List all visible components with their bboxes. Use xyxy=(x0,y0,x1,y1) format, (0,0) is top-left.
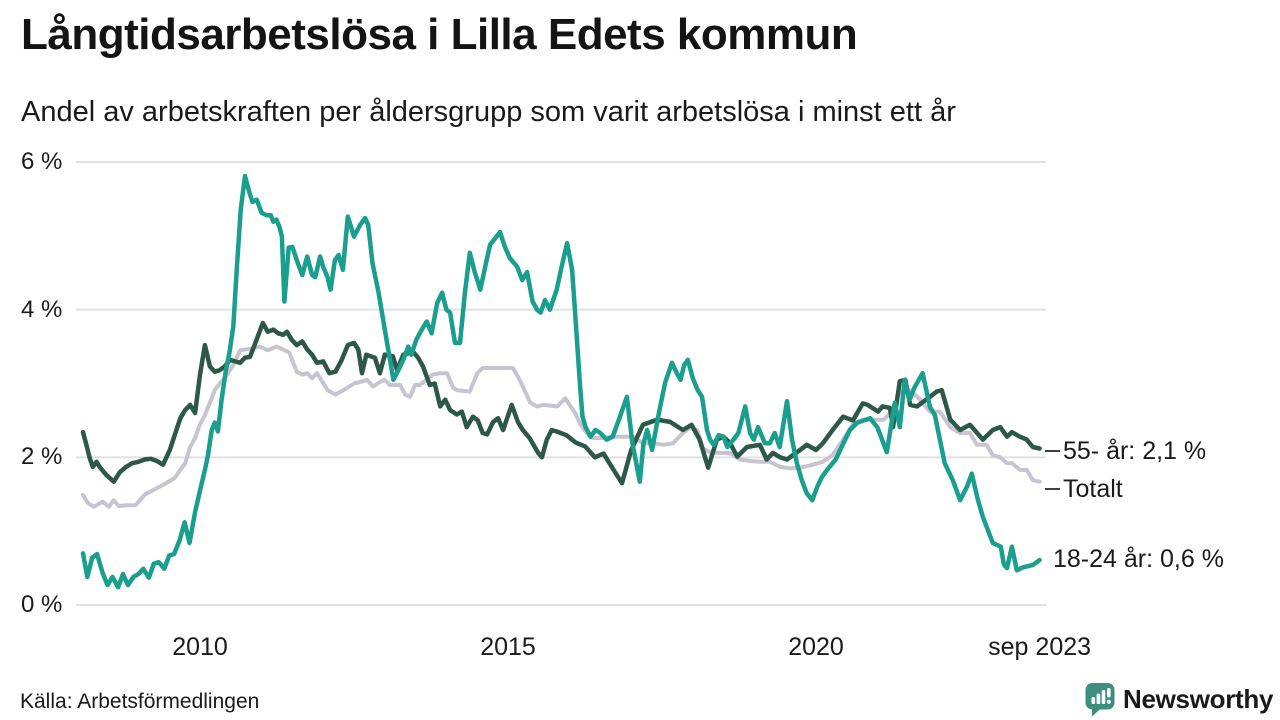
series-line-55-r xyxy=(80,320,1042,486)
annotation-18-24: 18-24 år: 0,6 % xyxy=(1053,543,1224,575)
leader-dash-icon xyxy=(1045,488,1060,490)
y-tick-label: 2 % xyxy=(21,443,63,471)
annotation-55-plus-label: 55- år: 2,1 % xyxy=(1063,436,1207,465)
newsworthy-logo-text: Newsworthy xyxy=(1123,684,1274,714)
x-tick-label: 2015 xyxy=(480,633,536,661)
source-caption: Källa: Arbetsförmedlingen xyxy=(20,690,260,713)
annotation-18-24-label: 18-24 år: 0,6 % xyxy=(1053,544,1224,573)
leader-dash-icon xyxy=(1045,450,1060,452)
annotation-totalt-label: Totalt xyxy=(1063,474,1123,503)
x-tick-label: 2010 xyxy=(172,633,228,661)
page-title: Långtidsarbetslösa i Lilla Edets kommun xyxy=(21,10,858,59)
newsworthy-logo-icon xyxy=(1085,683,1115,717)
y-tick-label: 6 % xyxy=(21,148,63,175)
chart-subtitle: Andel av arbetskraften per åldersgrupp s… xyxy=(21,96,956,128)
annotation-totalt: Totalt xyxy=(1045,473,1123,505)
annotation-55-plus: 55- år: 2,1 % xyxy=(1045,435,1206,467)
exclamation-icon xyxy=(1107,688,1111,698)
bar-chart-icon xyxy=(1091,697,1096,704)
y-tick-label: 0 % xyxy=(21,591,63,618)
series-line-18-24-r xyxy=(80,173,1042,590)
x-tick-label: 2020 xyxy=(788,633,844,661)
y-tick-label: 4 % xyxy=(21,295,63,323)
x-tick-label: sep 2023 xyxy=(988,633,1092,661)
newsworthy-logo: Newsworthy xyxy=(1084,682,1273,717)
